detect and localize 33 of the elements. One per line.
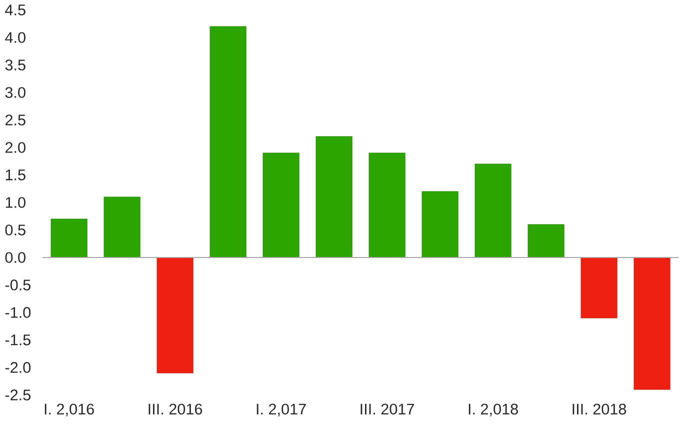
bar — [316, 136, 352, 258]
y-tick-label: 0.0 — [5, 252, 26, 263]
bar — [262, 152, 300, 258]
bar — [528, 224, 564, 258]
bar — [104, 196, 140, 258]
y-tick-label: -2.5 — [5, 390, 30, 400]
y-tick-label: -1.5 — [5, 334, 30, 346]
y-tick-label: 1.0 — [6, 197, 26, 208]
bar — [634, 257, 670, 390]
y-tick-label: -2.0 — [5, 362, 31, 373]
bar — [368, 152, 406, 258]
x-tick-label: III. 2018 — [572, 404, 626, 415]
bar — [210, 26, 246, 258]
x-tick-label: III. 2017 — [360, 404, 414, 415]
y-tick-label: 0.5 — [5, 224, 26, 236]
y-tick-label: 2.5 — [5, 114, 26, 126]
x-tick-label: I. 2,016 — [44, 404, 94, 416]
y-tick-label: 3.5 — [5, 60, 26, 70]
x-tick-label: I. 2,018 — [468, 404, 518, 416]
bar — [50, 218, 88, 258]
bar — [580, 257, 618, 318]
bar — [474, 164, 512, 258]
x-tick-label: I. 2,017 — [256, 404, 306, 416]
y-tick-label: 4.0 — [5, 32, 26, 43]
bar — [156, 257, 194, 374]
x-tick-label: III. 2016 — [148, 404, 202, 415]
y-tick-label: -1.0 — [5, 307, 31, 318]
y-tick-label: 3.0 — [5, 87, 26, 98]
bar — [422, 191, 458, 258]
y-tick-label: -0.5 — [5, 280, 30, 290]
y-tick-label: 1.5 — [6, 170, 26, 180]
y-tick-label: 2.0 — [5, 142, 26, 153]
y-tick-label: 4.5 — [5, 4, 26, 16]
